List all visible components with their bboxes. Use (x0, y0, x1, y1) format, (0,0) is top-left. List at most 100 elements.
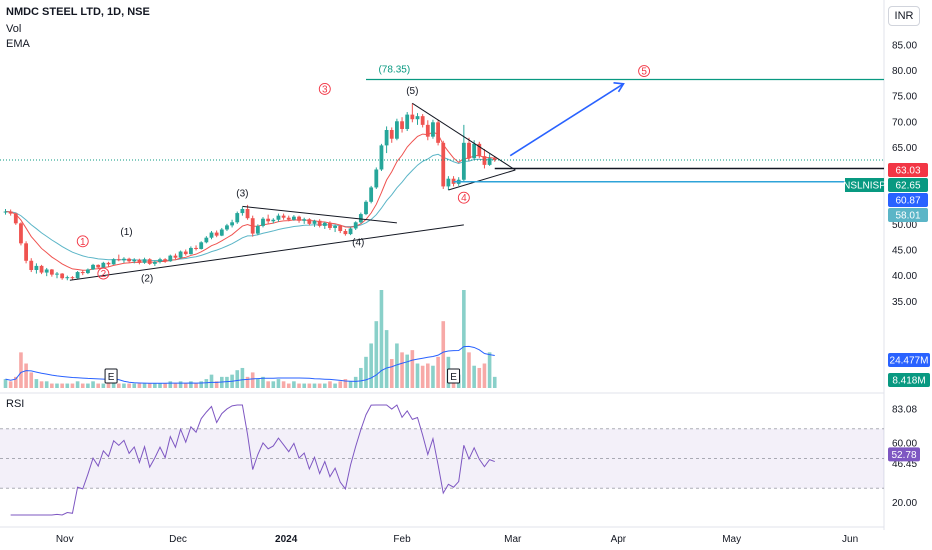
volume-bar (379, 290, 384, 388)
time-axis-label: Jun (842, 534, 858, 545)
candle-body (255, 225, 260, 234)
candle-body (44, 269, 49, 273)
rsi-axis-tick: 83.08 (892, 404, 917, 415)
volume-tag-bg (888, 353, 930, 367)
volume-tag-bg (888, 373, 930, 387)
candle-body (137, 259, 142, 263)
candle-body (302, 219, 307, 221)
rsi-indicator-label[interactable]: RSI (6, 398, 25, 410)
candle-body (152, 261, 157, 264)
candle-body (405, 114, 410, 129)
volume-bar (462, 290, 466, 388)
volume-bar (183, 383, 188, 388)
candle-body (132, 259, 137, 262)
candle-body (101, 262, 106, 268)
projection-arrowhead (613, 82, 625, 93)
time-axis-label: Apr (611, 534, 627, 545)
candle-body (225, 225, 229, 230)
volume-bar (39, 381, 44, 388)
candle-body (312, 220, 317, 224)
volume-bar (410, 350, 415, 388)
volume-bar (158, 383, 162, 388)
wave-label-red: 5 (641, 67, 647, 78)
candle-body (65, 277, 70, 279)
volume-bar (111, 381, 116, 388)
wave-circle (97, 267, 110, 280)
volume-bar (487, 352, 492, 388)
volume-bar (225, 376, 229, 388)
resistance-trendline (242, 205, 397, 224)
rsi-tag-bg (888, 447, 920, 462)
volume-bar (194, 383, 198, 388)
rsi-axis-tick: 60.00 (892, 439, 917, 450)
volume-bar (472, 365, 476, 388)
volume-bar (250, 372, 255, 388)
time-axis-label: May (722, 534, 741, 545)
ema-fast-line (5, 131, 495, 271)
rsi-tag-value: 52.78 (891, 450, 916, 461)
volume-bar (256, 379, 260, 388)
candle-body (214, 232, 219, 236)
time-axis-label: Dec (169, 534, 187, 545)
candle-body (436, 122, 440, 143)
candle-body (49, 269, 54, 275)
rsi-axis-tick: 46.45 (892, 459, 917, 470)
volume-bar (302, 383, 306, 388)
price-axis-tick: 50.00 (892, 220, 917, 231)
price-tag-value: 62.65 (895, 181, 920, 192)
volume-bar (101, 383, 106, 388)
volume-bar (389, 359, 394, 388)
wave-label-red: 3 (322, 84, 328, 95)
projection-arrow (509, 83, 624, 157)
volume-bar (80, 383, 85, 388)
candle-body (194, 247, 198, 249)
volume-bar (240, 367, 245, 388)
wave-label-black: (4) (352, 237, 364, 248)
price-axis-tick: 70.00 (892, 117, 917, 128)
wave-circle (76, 235, 89, 248)
wave-circle (318, 83, 331, 95)
volume-bar (19, 352, 23, 388)
volume-bar (132, 383, 137, 388)
currency-button[interactable]: INR (888, 6, 920, 26)
volume-bar (359, 367, 363, 388)
candle-body (410, 114, 415, 120)
candle-body (286, 217, 291, 220)
candle-body (317, 220, 322, 226)
price-tag-value: 58.01 (895, 211, 920, 222)
candle-body (487, 158, 492, 165)
candle-body (250, 218, 255, 234)
candle-body (328, 222, 332, 228)
volume-bar (364, 356, 368, 388)
volume-bar (441, 321, 446, 388)
time-axis-label: Nov (56, 534, 74, 545)
candle-body (307, 219, 312, 224)
volume-bar (122, 383, 126, 388)
volume-bar (235, 370, 240, 388)
candle-body (364, 201, 368, 215)
volume-bar (477, 367, 482, 388)
volume-bar (147, 383, 152, 388)
volume-bar (3, 379, 8, 388)
candle-body (482, 156, 487, 165)
price-tag-value: 63.03 (895, 166, 920, 177)
volume-bar (482, 363, 487, 388)
price-axis-tick: 80.00 (892, 66, 917, 77)
candle-body (353, 222, 358, 229)
volume-bar (297, 383, 301, 388)
volume-bar (431, 365, 435, 388)
candle-body (441, 142, 446, 187)
volume-indicator-label[interactable]: Vol (6, 23, 22, 35)
symbol-title[interactable]: NMDC STEEL LTD, 1D, NSE (6, 6, 150, 18)
candle-body (24, 243, 28, 261)
wave-label-black: (2) (141, 273, 153, 284)
candle-body (80, 272, 85, 274)
volume-bar (50, 383, 54, 388)
volume-bar (420, 365, 425, 388)
candle-body (384, 130, 389, 146)
candle-body (467, 142, 471, 159)
ema-indicator-label[interactable]: EMA (6, 38, 30, 50)
volume-bar (153, 383, 157, 388)
volume-bar (44, 381, 49, 388)
